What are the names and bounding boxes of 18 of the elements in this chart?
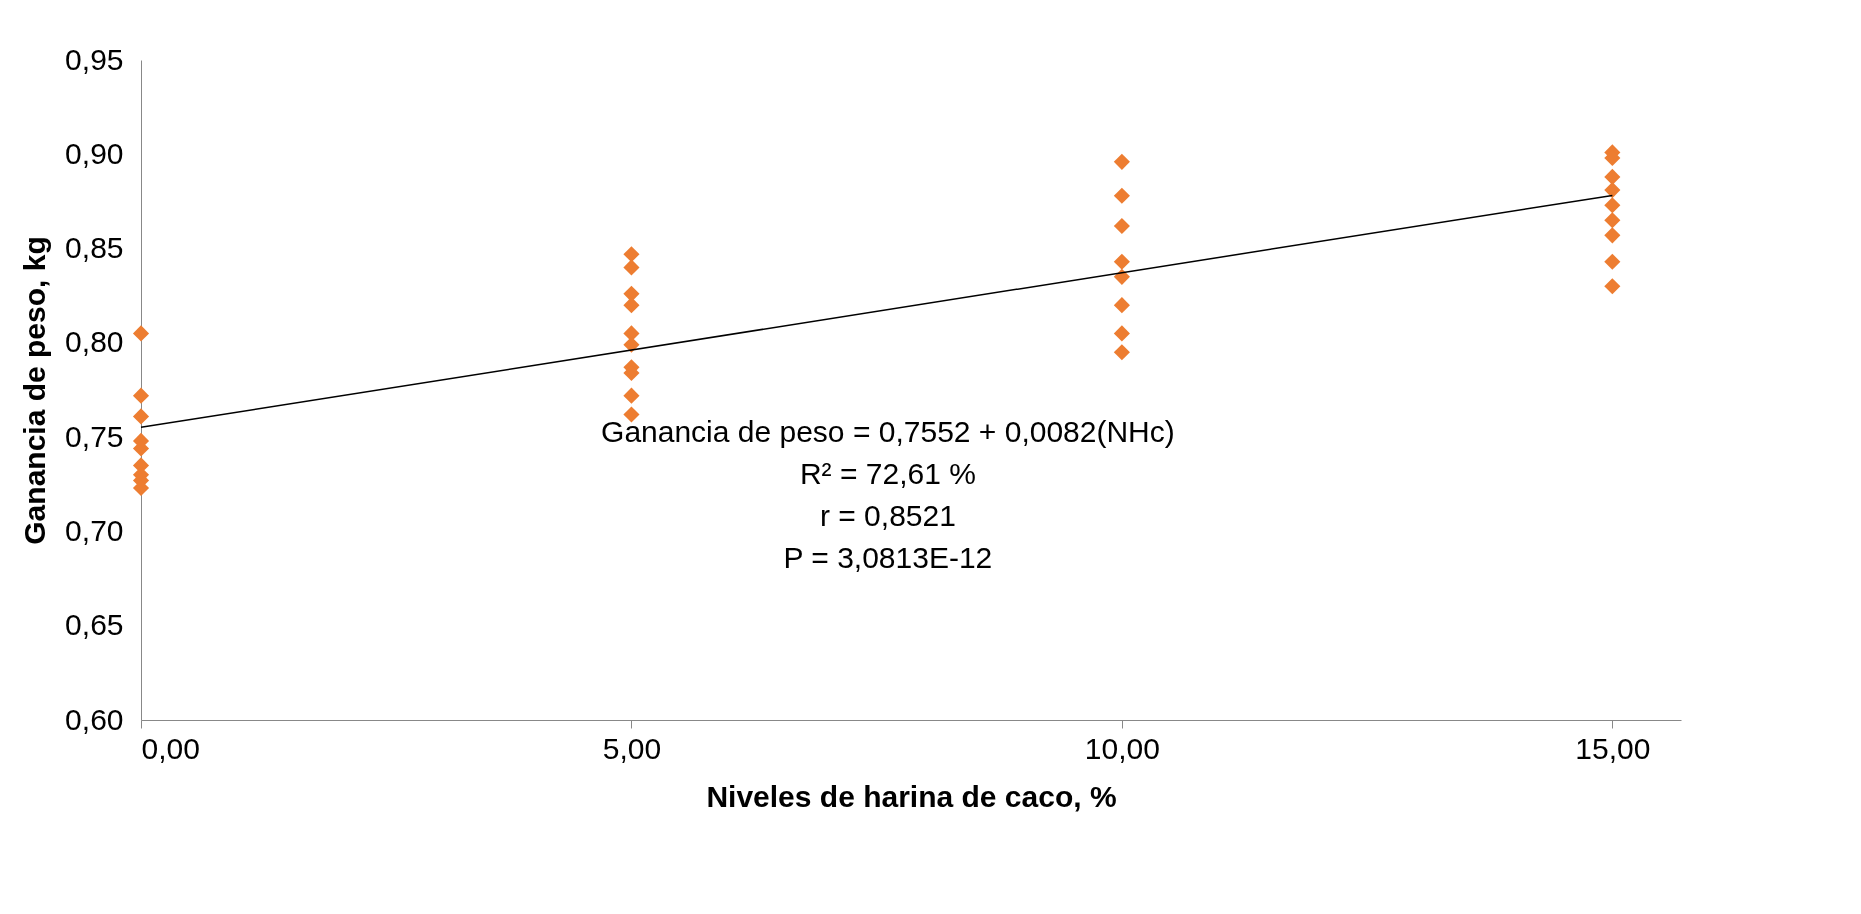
annotation: R² = 72,61 % bbox=[799, 456, 976, 490]
y-tick-label: 0,60 bbox=[65, 702, 124, 736]
x-axis-title: Niveles de harina de caco, % bbox=[706, 779, 1117, 813]
y-tick-label: 0,65 bbox=[65, 608, 124, 642]
x-tick-label: 5,00 bbox=[602, 731, 662, 765]
y-tick-label: 0,90 bbox=[65, 136, 124, 170]
y-tick-label: 0,75 bbox=[65, 419, 124, 453]
y-tick-label: 0,85 bbox=[65, 231, 124, 265]
annotation: Ganancia de peso = 0,7552 + 0,0082(NHc) bbox=[601, 414, 1175, 448]
x-tick-label: 0,00 bbox=[141, 731, 200, 765]
y-tick-label: 0,80 bbox=[65, 325, 124, 359]
x-tick-label: 15,00 bbox=[1575, 731, 1651, 765]
y-tick-label: 0,70 bbox=[65, 513, 124, 547]
annotation: r = 0,8521 bbox=[819, 498, 956, 532]
y-tick-label: 0,95 bbox=[65, 42, 124, 76]
y-axis-title: Ganancia de peso, kg bbox=[18, 236, 52, 545]
x-tick-label: 10,00 bbox=[1084, 731, 1160, 765]
annotation: P = 3,0813E-12 bbox=[783, 540, 993, 574]
